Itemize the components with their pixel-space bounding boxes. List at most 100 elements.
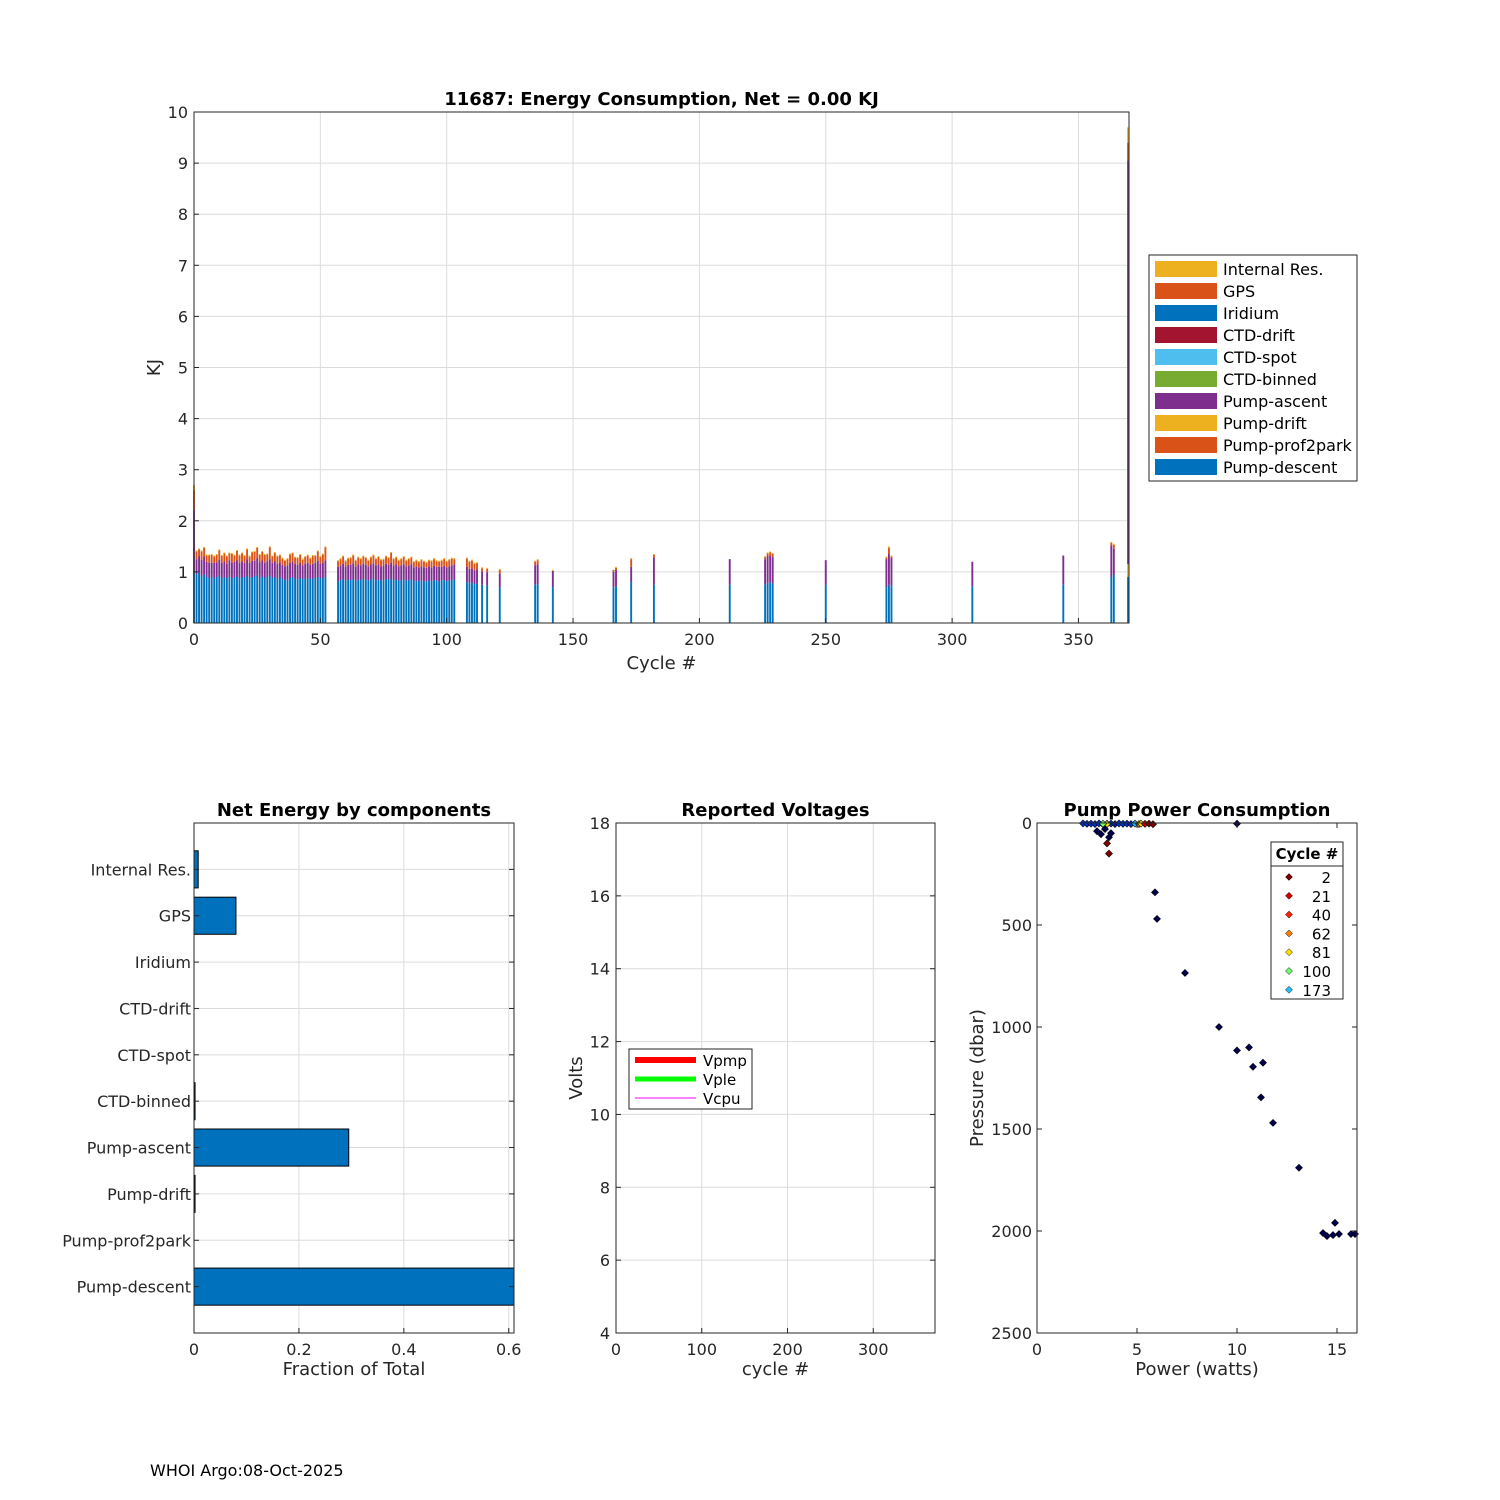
energy-bar-segment	[230, 552, 233, 555]
energy-bar-segment	[294, 557, 297, 564]
energy-bar-segment	[453, 579, 456, 623]
energy-bar-segment	[769, 552, 772, 556]
energy-bar-segment	[652, 557, 655, 585]
voltages-ytick-label: 18	[590, 814, 610, 833]
energy-bar-segment	[271, 562, 274, 579]
energy-bar-segment	[344, 580, 347, 623]
voltages-ylabel: Volts	[566, 1056, 587, 1099]
energy-bar-segment	[364, 558, 367, 565]
energy-bar-segment	[387, 557, 390, 559]
energy-bar-segment	[243, 555, 246, 557]
pump-point	[1151, 888, 1159, 897]
energy-bar-segment	[887, 547, 890, 555]
pump-xtick-label: 0	[1032, 1340, 1042, 1359]
energy-bar-segment	[453, 564, 456, 580]
energy-bar-segment	[377, 556, 380, 558]
pump-chart: 0 5 10 15 0 500 1000 1500 2000 2500 Pump Power Con…	[967, 800, 1359, 1380]
energy-bar-segment	[367, 560, 370, 567]
pump-point	[1249, 1062, 1257, 1071]
energy-bar-segment	[890, 555, 893, 557]
energy-bar-segment	[238, 554, 241, 556]
energy-bar-segment	[448, 559, 451, 561]
energy-bar-segment	[321, 554, 324, 563]
components-axes-box	[193, 822, 515, 1334]
energy-bar-segment	[440, 560, 443, 567]
energy-bar-segment	[498, 569, 501, 574]
energy-bar-segment	[258, 577, 261, 623]
energy-bar-segment	[278, 554, 281, 556]
energy-bar-segment	[536, 584, 539, 623]
energy-chart: 0 50 100 150 200 250 300 350 0 1 2 3 4 5 6 7 8 9 10 11687: …	[144, 89, 1358, 674]
energy-bar-segment	[551, 570, 554, 588]
energy-bar-segment	[465, 557, 468, 559]
energy-bar-segment	[486, 567, 489, 569]
energy-bar-segment	[476, 583, 478, 623]
energy-bar-segment	[380, 559, 382, 561]
energy-bar-segment	[347, 564, 350, 580]
energy-bar-segment	[243, 577, 246, 623]
pump-legend-marker	[1285, 948, 1293, 957]
energy-bar-segment	[311, 578, 314, 623]
energy-bar-segment	[374, 580, 377, 623]
components-category-label: CTD-spot	[117, 1046, 191, 1065]
energy-bar-segment	[615, 566, 617, 568]
energy-bar-segment	[304, 556, 307, 558]
energy-bar-segment	[228, 553, 231, 561]
energy-bar-segment	[284, 580, 286, 623]
voltages-chart: 0 100 200 300 4 6 8 10 12 14 16 18 Reported Voltages…	[566, 800, 936, 1380]
components-xlabel: Fraction of Total	[283, 1359, 426, 1380]
energy-bar-segment	[210, 562, 213, 578]
energy-bar-segment	[304, 563, 307, 579]
energy-bar-segment	[885, 556, 888, 558]
energy-bar-segment	[357, 557, 360, 565]
energy-bar-segment	[443, 580, 446, 623]
energy-bar-segment	[769, 551, 772, 553]
energy-bar-segment	[314, 562, 317, 579]
energy-legend-label: Pump-prof2park	[1223, 436, 1353, 455]
energy-bar-segment	[405, 580, 408, 623]
energy-bar-segment	[233, 561, 236, 578]
voltages-xtick-label: 100	[686, 1340, 717, 1359]
energy-legend-swatch	[1155, 283, 1217, 299]
energy-bar-segment	[887, 584, 890, 623]
energy-bar-segment	[471, 559, 473, 561]
energy-bar-segment	[428, 566, 430, 581]
energy-ytick-label: 7	[178, 256, 188, 275]
pump-ytick-label: 0	[1022, 814, 1032, 833]
energy-xtick-label: 200	[684, 630, 715, 649]
energy-bar-segment	[423, 567, 425, 582]
energy-bar-segment	[243, 556, 246, 563]
energy-bar-segment	[364, 564, 367, 580]
energy-bar-segment	[445, 560, 448, 562]
energy-bar-segment	[286, 565, 289, 580]
energy-xtick-label: 50	[310, 630, 330, 649]
energy-bar-segment	[337, 581, 339, 623]
energy-bar-segment	[289, 553, 291, 555]
energy-bar-segment	[417, 561, 420, 563]
energy-bar-segment	[364, 579, 367, 623]
components-category-label: Pump-descent	[77, 1278, 191, 1297]
energy-ylabel: KJ	[144, 359, 165, 376]
energy-bar-segment	[382, 559, 385, 566]
energy-bar-segment	[468, 560, 471, 562]
energy-bar-segment	[415, 566, 418, 581]
pump-axes-box	[1036, 822, 1358, 1334]
energy-bar-segment	[359, 565, 362, 581]
energy-bar-segment	[1127, 142, 1129, 161]
energy-bar-segment	[359, 559, 362, 566]
energy-bar-segment	[453, 559, 456, 565]
pump-point	[1335, 1230, 1343, 1238]
energy-bar-segment	[471, 568, 473, 583]
energy-bar-segment	[415, 560, 418, 567]
voltages-xtick-label: 200	[772, 1340, 803, 1359]
energy-bar-segment	[448, 560, 451, 567]
energy-bar-segment	[273, 561, 276, 578]
energy-bar-segment	[390, 552, 393, 563]
energy-bar-segment	[425, 581, 428, 623]
energy-bar-segment	[266, 553, 269, 555]
energy-bar-segment	[344, 566, 347, 581]
energy-bar-segment	[374, 565, 377, 581]
energy-bar-segment	[248, 578, 251, 623]
energy-bar-segment	[367, 566, 370, 581]
